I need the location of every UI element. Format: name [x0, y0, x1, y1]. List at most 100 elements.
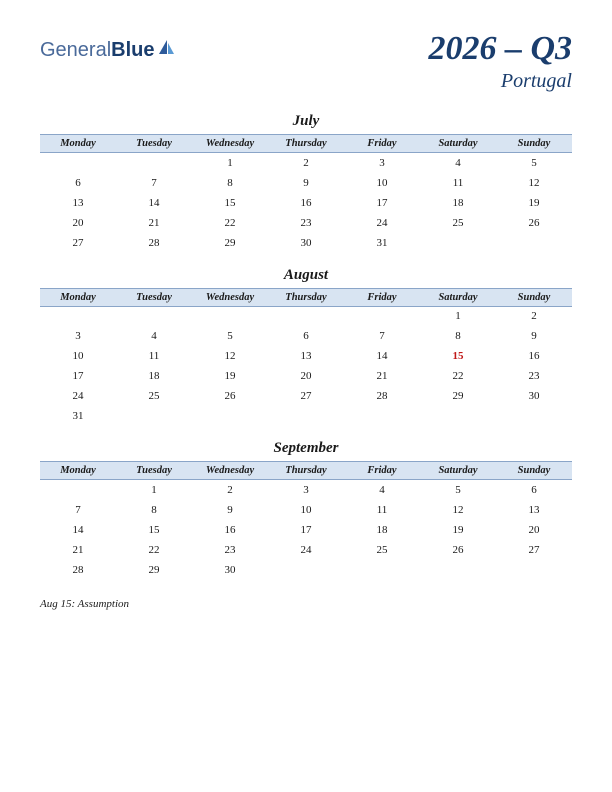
calendar-cell: 5: [496, 153, 572, 173]
calendar-cell: 30: [268, 233, 344, 253]
calendar-cell: [192, 306, 268, 326]
day-header: Wednesday: [192, 462, 268, 480]
calendar-row: 3456789: [40, 326, 572, 346]
calendar-cell: 16: [496, 346, 572, 366]
calendar-cell: 22: [420, 366, 496, 386]
calendar-cell: [344, 560, 420, 580]
day-header: Tuesday: [116, 288, 192, 306]
day-header: Monday: [40, 135, 116, 153]
calendar-cell: 28: [344, 386, 420, 406]
calendar-cell: 16: [192, 520, 268, 540]
calendar-table: MondayTuesdayWednesdayThursdayFridaySatu…: [40, 134, 572, 253]
calendar-cell: 7: [344, 326, 420, 346]
month-block: SeptemberMondayTuesdayWednesdayThursdayF…: [40, 440, 572, 580]
month-name: September: [40, 440, 572, 457]
calendar-cell: 1: [192, 153, 268, 173]
calendar-row: 123456: [40, 480, 572, 500]
calendar-cell: 7: [116, 173, 192, 193]
day-header: Saturday: [420, 462, 496, 480]
calendar-cell: 11: [420, 173, 496, 193]
calendar-cell: 24: [344, 213, 420, 233]
calendar-cell: 11: [344, 500, 420, 520]
day-header: Tuesday: [116, 462, 192, 480]
calendar-cell: [344, 306, 420, 326]
calendar-row: 31: [40, 406, 572, 426]
day-header: Monday: [40, 288, 116, 306]
calendar-cell: [116, 153, 192, 173]
calendar-cell: 27: [268, 386, 344, 406]
calendar-table: MondayTuesdayWednesdayThursdayFridaySatu…: [40, 288, 572, 427]
logo-text-2: Blue: [111, 39, 154, 62]
calendar-cell: 21: [344, 366, 420, 386]
logo-sail-icon: [157, 38, 175, 62]
calendar-cell: [268, 560, 344, 580]
calendar-cell: 27: [40, 233, 116, 253]
calendar-cell: 8: [192, 173, 268, 193]
calendar-cell: [40, 153, 116, 173]
calendar-cell: 15: [116, 520, 192, 540]
calendar-cell: [40, 480, 116, 500]
day-header: Wednesday: [192, 288, 268, 306]
calendar-cell: 12: [496, 173, 572, 193]
calendar-row: 24252627282930: [40, 386, 572, 406]
calendar-cell: 18: [344, 520, 420, 540]
calendar-cell: 23: [496, 366, 572, 386]
calendar-cell: 20: [40, 213, 116, 233]
calendar-cell: [116, 306, 192, 326]
calendar-cell: 10: [268, 500, 344, 520]
day-header: Sunday: [496, 288, 572, 306]
calendar-cell: 26: [496, 213, 572, 233]
calendar-cell: 29: [192, 233, 268, 253]
calendar-cell: 6: [40, 173, 116, 193]
month-block: JulyMondayTuesdayWednesdayThursdayFriday…: [40, 113, 572, 253]
calendar-cell: 30: [192, 560, 268, 580]
calendar-cell: 26: [420, 540, 496, 560]
logo: GeneralBlue: [40, 38, 175, 62]
calendar-cell: 25: [420, 213, 496, 233]
calendar-cell: 14: [344, 346, 420, 366]
calendar-cell: [420, 406, 496, 426]
calendar-cell: 27: [496, 540, 572, 560]
calendar-row: 13141516171819: [40, 193, 572, 213]
calendar-cell: 19: [192, 366, 268, 386]
month-name: August: [40, 267, 572, 284]
calendar-cell: [420, 233, 496, 253]
calendar-cell: 7: [40, 500, 116, 520]
calendar-cell: 24: [268, 540, 344, 560]
calendar-cell: 14: [116, 193, 192, 213]
day-header: Tuesday: [116, 135, 192, 153]
calendar-cell: 15: [192, 193, 268, 213]
calendar-cell: 17: [344, 193, 420, 213]
calendar-cell: 21: [116, 213, 192, 233]
calendar-row: 10111213141516: [40, 346, 572, 366]
calendar-cell: 2: [496, 306, 572, 326]
calendar-row: 12345: [40, 153, 572, 173]
calendar-cell: [496, 406, 572, 426]
logo-text-1: General: [40, 39, 111, 62]
calendar-cell: 30: [496, 386, 572, 406]
calendar-cell: 12: [420, 500, 496, 520]
calendar-cell: 10: [344, 173, 420, 193]
header: GeneralBlue 2026 – Q3 Portugal: [40, 30, 572, 93]
calendar-cell: 13: [268, 346, 344, 366]
day-header: Wednesday: [192, 135, 268, 153]
calendar-row: 78910111213: [40, 500, 572, 520]
calendar-cell: [192, 406, 268, 426]
calendar-cell: 21: [40, 540, 116, 560]
calendar-cell: 19: [420, 520, 496, 540]
page-subtitle: Portugal: [428, 70, 572, 93]
calendar-cell: 10: [40, 346, 116, 366]
day-header: Friday: [344, 462, 420, 480]
day-header: Thursday: [268, 288, 344, 306]
calendar-row: 21222324252627: [40, 540, 572, 560]
calendar-cell: 13: [40, 193, 116, 213]
calendar-cell: 3: [40, 326, 116, 346]
calendar-cell: [496, 233, 572, 253]
calendar-cell: 6: [268, 326, 344, 346]
day-header: Friday: [344, 288, 420, 306]
calendar-row: 12: [40, 306, 572, 326]
day-header: Thursday: [268, 462, 344, 480]
calendar-cell: 14: [40, 520, 116, 540]
calendar-cell: 5: [192, 326, 268, 346]
calendar-cell: 28: [40, 560, 116, 580]
